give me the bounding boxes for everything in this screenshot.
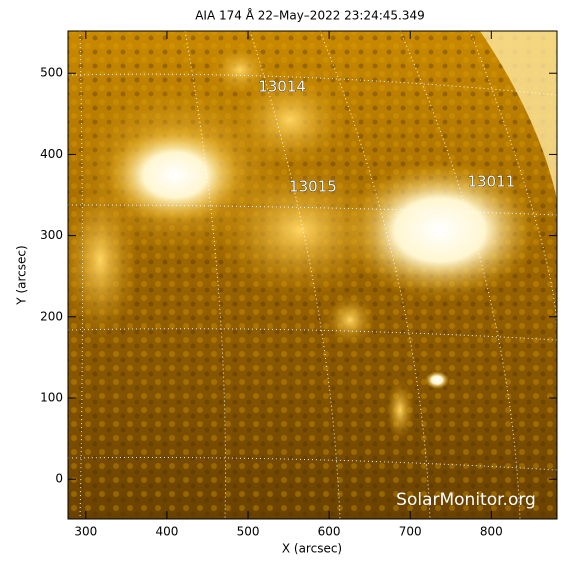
solar-image — [68, 31, 557, 519]
region-label: 13015 — [289, 177, 337, 195]
y-tick-label: 500 — [40, 66, 63, 80]
y-tick-label: 400 — [40, 147, 63, 161]
y-tick-label: 300 — [40, 228, 63, 242]
y-axis-label: Y (arcsec) — [15, 245, 29, 305]
watermark: SolarMonitor.org — [396, 490, 536, 510]
x-tick-label: 400 — [155, 525, 178, 539]
y-tick-label: 0 — [55, 472, 63, 486]
x-tick-label: 500 — [237, 525, 260, 539]
x-tick-label: 700 — [399, 525, 422, 539]
x-axis-label: X (arcsec) — [282, 542, 342, 556]
x-tick-label: 300 — [74, 525, 97, 539]
region-label: 13014 — [258, 78, 306, 96]
chart-title: AIA 174 Å 22–May–2022 23:24:45.349 — [195, 8, 425, 23]
plot-frame — [67, 30, 558, 520]
x-tick-label: 600 — [318, 525, 341, 539]
x-tick-label: 800 — [480, 525, 503, 539]
y-tick-label: 100 — [40, 391, 63, 405]
region-label: 13011 — [467, 173, 515, 191]
y-tick-label: 200 — [40, 309, 63, 323]
